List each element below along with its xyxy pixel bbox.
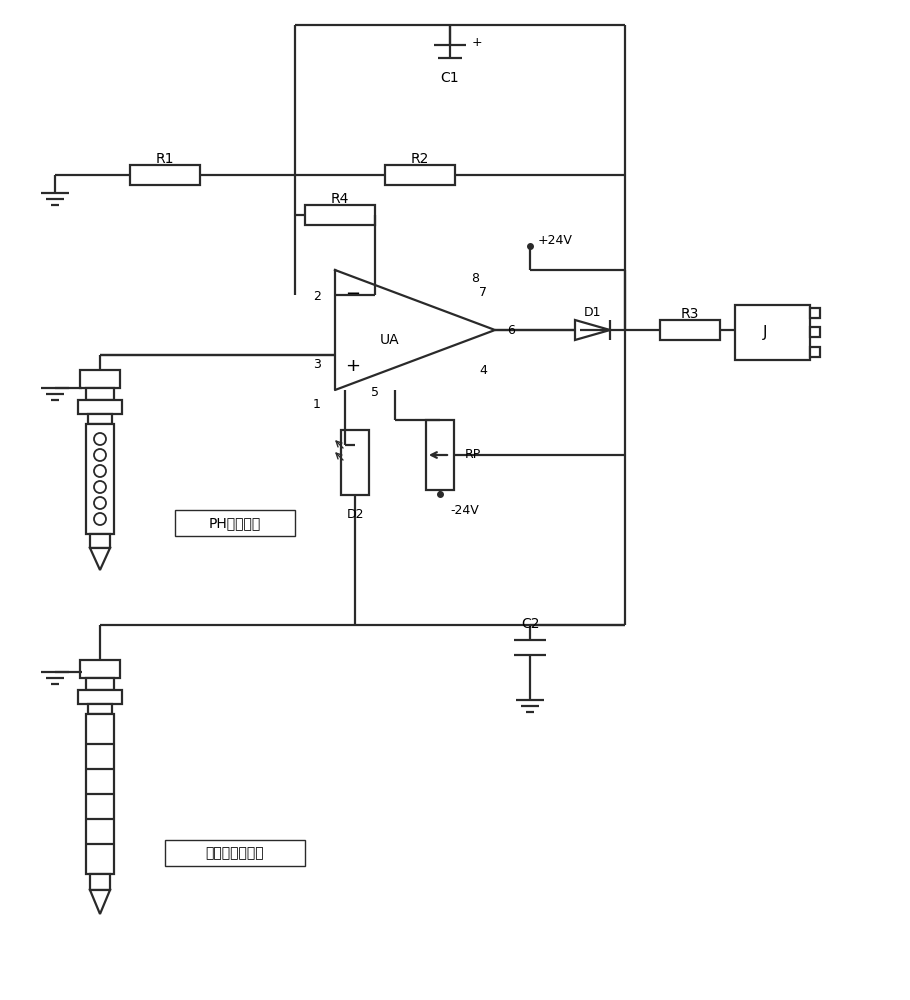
Text: 3: 3	[313, 358, 321, 370]
Bar	[78, 400, 122, 414]
Text: 1: 1	[313, 397, 321, 410]
Text: 温湿度检测探头: 温湿度检测探头	[206, 846, 264, 860]
Bar	[90, 534, 110, 548]
Text: +: +	[346, 357, 360, 375]
Bar	[735, 305, 810, 360]
Text: R3: R3	[681, 307, 699, 321]
Text: J: J	[763, 325, 767, 340]
Bar	[86, 714, 114, 874]
Text: 4: 4	[479, 363, 487, 376]
Bar	[810, 327, 820, 337]
Bar	[175, 510, 295, 536]
Text: UA: UA	[380, 333, 399, 347]
Bar	[165, 840, 305, 866]
Bar	[385, 165, 455, 185]
Text: C1: C1	[440, 71, 460, 85]
Text: +: +	[472, 36, 482, 49]
Bar	[90, 874, 110, 890]
Bar	[810, 347, 820, 357]
Text: R2: R2	[410, 152, 430, 166]
Text: +24V: +24V	[538, 233, 573, 246]
Bar	[810, 308, 820, 318]
Text: R1: R1	[156, 152, 174, 166]
Text: PH检测探头: PH检测探头	[209, 516, 261, 530]
Bar	[88, 414, 112, 424]
Bar	[78, 690, 122, 704]
Polygon shape	[575, 320, 610, 340]
Bar	[660, 320, 720, 340]
Text: C2: C2	[521, 617, 540, 631]
Text: 6: 6	[507, 324, 515, 336]
Text: RP: RP	[465, 448, 481, 462]
Text: 2: 2	[313, 290, 321, 302]
Polygon shape	[90, 548, 110, 570]
Bar	[86, 388, 114, 400]
Bar	[341, 430, 369, 495]
Text: D1: D1	[583, 306, 602, 318]
Bar	[88, 704, 112, 714]
Polygon shape	[90, 890, 110, 914]
Bar	[86, 424, 114, 534]
Bar	[80, 660, 120, 678]
Text: 5: 5	[371, 386, 379, 399]
Bar	[426, 420, 454, 490]
Bar	[130, 165, 200, 185]
Text: -24V: -24V	[450, 504, 479, 516]
Text: D2: D2	[346, 508, 364, 522]
Bar	[80, 370, 120, 388]
Text: R4: R4	[331, 192, 349, 206]
Text: 8: 8	[471, 271, 479, 284]
Text: 7: 7	[479, 286, 487, 298]
Bar	[305, 205, 375, 225]
Text: −: −	[346, 285, 360, 303]
Bar	[86, 678, 114, 690]
